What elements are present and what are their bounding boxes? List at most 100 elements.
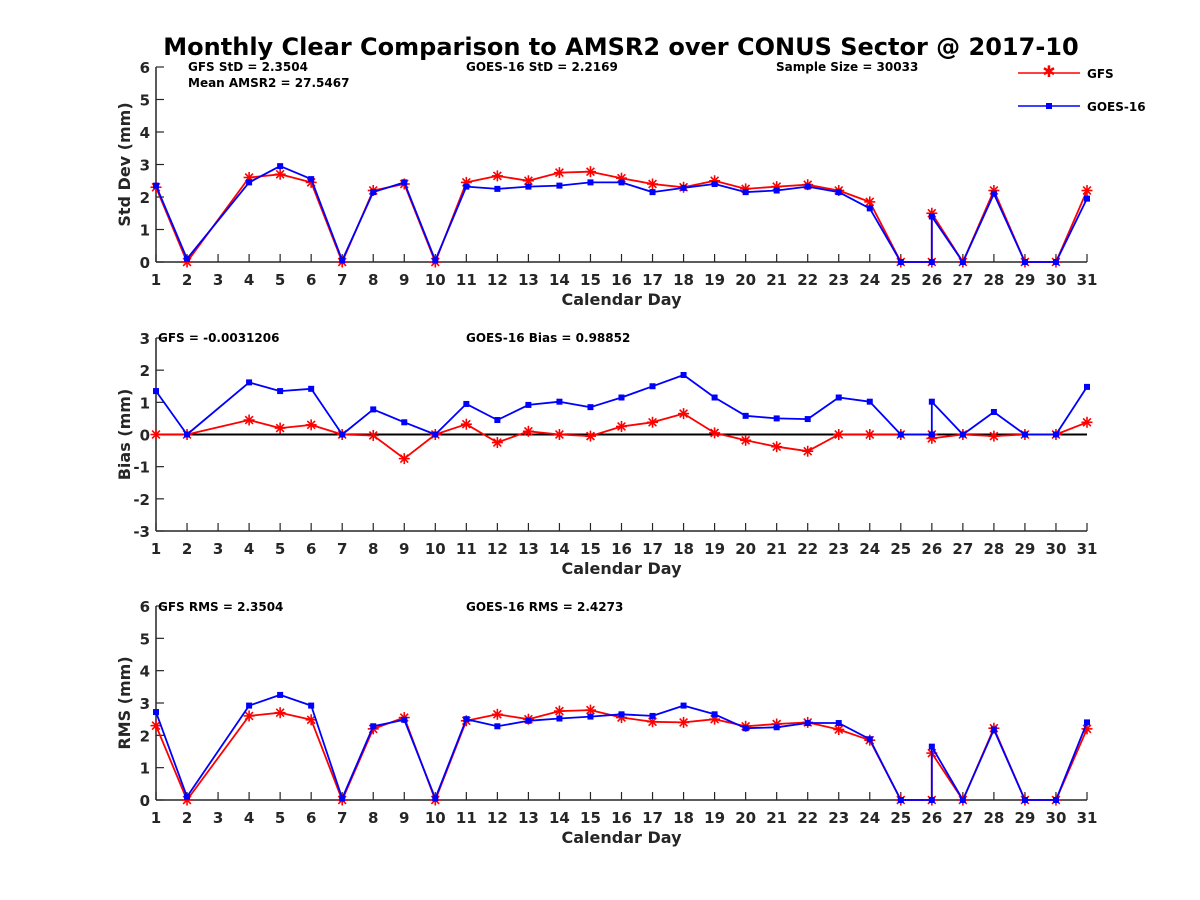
bias-x-tick-label: 8: [368, 540, 378, 558]
rms-point-goes16: [587, 713, 594, 720]
bias-point-gfs: [616, 420, 627, 432]
std-dev-point-goes16: [556, 182, 563, 189]
rms-x-tick-label: 18: [673, 809, 694, 827]
std-dev-point-goes16: [525, 183, 532, 190]
bias-x-tick-label: 5: [275, 540, 285, 558]
rms-point-goes16: [928, 797, 935, 803]
std-dev-x-tick-label: 16: [611, 271, 632, 289]
rms-y-tick-label: 1: [140, 760, 150, 778]
std-dev-x-axis-label: Calendar Day: [562, 290, 683, 309]
bias-point-goes16: [928, 398, 935, 405]
bias-x-tick-label: 10: [425, 540, 446, 558]
bias-point-goes16: [525, 401, 532, 408]
rms-point-gfs: [491, 708, 503, 720]
std-dev-point-goes16: [432, 257, 439, 264]
bias-x-tick-label: 31: [1077, 540, 1098, 558]
bias-point-gfs: [398, 453, 410, 465]
bias-x-tick-label: 14: [549, 540, 570, 558]
rms-point-goes16: [153, 709, 159, 716]
bias-point-gfs: [491, 437, 503, 449]
std-dev-x-tick-label: 6: [306, 271, 316, 289]
bias-point-gfs: [709, 427, 721, 439]
bias-point-goes16: [277, 388, 284, 395]
bias-point-gfs: [771, 441, 783, 453]
bias-annotation: GOES-16 Bias = 0.98852: [466, 331, 630, 345]
bias-point-goes16: [432, 431, 439, 438]
std-dev-x-tick-label: 7: [337, 271, 347, 289]
rms-point-goes16: [1021, 797, 1028, 803]
std-dev-x-tick-label: 30: [1046, 271, 1067, 289]
rms-x-tick-label: 20: [735, 809, 756, 827]
std-dev-x-tick-label: 15: [580, 271, 601, 289]
rms-x-tick-label: 16: [611, 809, 632, 827]
bias-point-goes16: [959, 431, 966, 438]
std-dev-x-tick-label: 27: [952, 271, 973, 289]
bias-point-goes16: [649, 383, 656, 390]
bias-x-tick-label: 28: [983, 540, 1004, 558]
std-dev-point-goes16: [1021, 259, 1028, 265]
bias-point-goes16: [246, 379, 253, 386]
bias-point-goes16: [773, 415, 780, 422]
bias-point-goes16: [866, 398, 873, 405]
bias-x-tick-label: 4: [244, 540, 254, 558]
rms-point-gfs: [647, 716, 659, 728]
bias-point-goes16: [742, 412, 749, 419]
rms-x-tick-label: 7: [337, 809, 347, 827]
rms-point-goes16: [990, 726, 997, 733]
std-dev-x-tick-label: 9: [399, 271, 409, 289]
bias-point-goes16: [556, 398, 563, 405]
bias-point-gfs: [802, 445, 814, 457]
std-dev-x-tick-label: 29: [1014, 271, 1035, 289]
rms-x-tick-label: 2: [182, 809, 192, 827]
std-dev-x-tick-label: 23: [828, 271, 849, 289]
rms-y-tick-label: 3: [140, 695, 150, 713]
bias-annotation: GFS = -0.0031206: [158, 331, 279, 345]
std-dev-x-tick-label: 2: [182, 271, 192, 289]
bias-point-gfs: [274, 422, 286, 434]
std-dev-x-tick-label: 14: [549, 271, 570, 289]
bias-point-goes16: [711, 394, 718, 401]
std-dev-point-goes16: [711, 181, 718, 187]
rms-y-tick-label: 4: [140, 663, 150, 681]
bias-series-line-gfs: [156, 412, 1088, 460]
std-dev-point-gfs: [584, 166, 596, 178]
rms-point-goes16: [804, 720, 811, 727]
rms-annotation: GFS RMS = 2.3504: [158, 600, 283, 614]
bias-y-tick-label: -3: [133, 523, 150, 541]
std-dev-y-tick-label: 5: [140, 92, 150, 110]
std-dev-x-tick-label: 19: [704, 271, 725, 289]
std-dev-point-goes16: [277, 163, 284, 170]
bias-x-tick-label: 30: [1046, 540, 1067, 558]
bias-x-tick-label: 15: [580, 540, 601, 558]
std-dev-point-goes16: [184, 255, 191, 262]
bias-point-gfs: [1081, 416, 1093, 428]
bias-point-goes16: [401, 419, 408, 426]
bias-point-goes16: [184, 431, 191, 438]
bias-point-goes16: [804, 416, 811, 423]
bias-x-tick-label: 20: [735, 540, 756, 558]
std-dev-x-tick-label: 20: [735, 271, 756, 289]
rms-x-tick-label: 27: [952, 809, 973, 827]
bias-point-goes16: [835, 394, 842, 401]
rms-point-goes16: [556, 715, 563, 722]
bias-x-tick-label: 21: [766, 540, 787, 558]
std-dev-point-goes16: [680, 184, 687, 191]
rms-x-tick-label: 21: [766, 809, 787, 827]
rms-x-tick-label: 17: [642, 809, 663, 827]
std-dev-y-axis-label: Std Dev (mm): [115, 102, 134, 226]
std-dev-point-goes16: [401, 179, 408, 186]
bias-point-gfs: [988, 430, 1000, 442]
rms-x-tick-label: 4: [244, 809, 254, 827]
std-dev-y-tick-label: 3: [140, 157, 150, 175]
bias-point-goes16: [153, 388, 159, 395]
bias-x-tick-label: 26: [921, 540, 942, 558]
rms-x-tick-label: 28: [983, 809, 1004, 827]
bias-point-gfs: [243, 414, 255, 426]
bias-point-gfs: [553, 429, 565, 440]
bias-y-tick-label: -2: [133, 491, 150, 509]
bias-point-goes16: [618, 394, 625, 401]
rms-point-gfs: [274, 707, 286, 719]
rms-x-tick-label: 1: [151, 809, 161, 827]
bias-point-gfs: [460, 418, 472, 430]
std-dev-x-tick-label: 10: [425, 271, 446, 289]
